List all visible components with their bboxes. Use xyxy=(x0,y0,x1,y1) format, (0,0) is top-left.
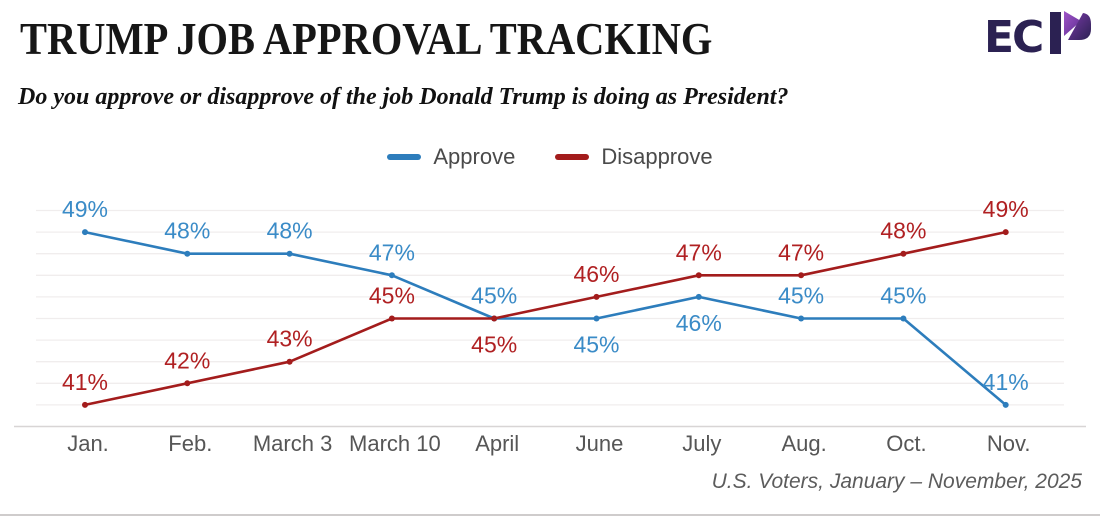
value-label-approve: 47% xyxy=(369,239,415,265)
source-note: U.S. Voters, January – November, 2025 xyxy=(711,470,1082,493)
value-label-approve: 41% xyxy=(983,369,1029,395)
data-point-disapprove xyxy=(695,272,702,279)
data-point-approve xyxy=(82,229,88,236)
x-tick-label: Jan. xyxy=(67,431,109,456)
data-point-approve xyxy=(900,315,907,322)
value-label-disapprove: 46% xyxy=(573,261,619,287)
chart-subtitle-question: Do you approve or disapprove of the job … xyxy=(18,84,789,110)
value-label-approve: 45% xyxy=(471,283,517,309)
value-label-approve: 46% xyxy=(676,310,722,336)
value-label-disapprove: 47% xyxy=(676,239,722,265)
legend: Approve Disapprove xyxy=(0,144,1100,170)
data-point-disapprove xyxy=(286,358,293,365)
value-label-disapprove: 49% xyxy=(983,196,1029,222)
value-label-disapprove: 42% xyxy=(164,347,210,373)
data-point-approve xyxy=(1002,401,1009,408)
data-point-disapprove xyxy=(388,315,395,322)
logo-letters: EC xyxy=(984,12,1042,60)
data-point-disapprove xyxy=(491,315,498,322)
logo-p-glyph xyxy=(1050,11,1091,54)
disapprove-line-swatch xyxy=(555,154,590,160)
legend-label-approve: Approve xyxy=(433,144,516,169)
x-tick-label: June xyxy=(576,431,624,456)
data-point-disapprove xyxy=(1002,229,1009,236)
value-label-approve: 48% xyxy=(164,218,210,244)
value-label-disapprove: 43% xyxy=(267,326,313,352)
value-label-approve: 48% xyxy=(267,218,313,244)
data-point-disapprove xyxy=(593,293,600,300)
data-point-approve xyxy=(695,293,702,300)
value-label-disapprove: 41% xyxy=(62,369,108,395)
data-point-disapprove xyxy=(82,401,88,408)
x-tick-label: March 3 xyxy=(253,431,332,456)
x-tick-label: Feb. xyxy=(168,431,212,456)
value-label-approve: 49% xyxy=(62,196,108,222)
legend-item-disapprove: Disapprove xyxy=(555,144,713,170)
value-label-disapprove: 47% xyxy=(778,239,824,265)
value-label-approve: 45% xyxy=(880,283,926,309)
x-tick-label: July xyxy=(682,431,721,456)
series-line-approve xyxy=(83,230,1008,407)
x-tick-label: Aug. xyxy=(781,431,826,456)
x-tick-label: Oct. xyxy=(886,431,926,456)
value-label-disapprove: 45% xyxy=(471,332,517,358)
data-point-disapprove xyxy=(184,380,191,387)
data-point-approve xyxy=(184,250,191,257)
data-point-disapprove xyxy=(798,272,805,279)
legend-item-approve: Approve xyxy=(387,144,515,170)
series-line-disapprove xyxy=(83,230,1008,407)
page-title: TRUMP JOB APPROVAL TRACKING xyxy=(20,13,713,64)
x-tick-label: April xyxy=(475,431,519,456)
data-point-approve xyxy=(388,272,395,279)
legend-label-disapprove: Disapprove xyxy=(601,144,713,169)
x-tick-label: March 10 xyxy=(349,431,441,456)
data-point-approve xyxy=(286,250,293,257)
data-point-approve xyxy=(798,315,805,322)
data-point-disapprove xyxy=(900,250,907,257)
value-label-disapprove: 45% xyxy=(369,283,415,309)
ecp-logo: EC xyxy=(984,11,1091,60)
x-tick-label: Nov. xyxy=(987,431,1031,456)
value-label-disapprove: 48% xyxy=(880,218,926,244)
data-point-approve xyxy=(593,315,600,322)
value-label-approve: 45% xyxy=(573,332,619,358)
value-label-approve: 45% xyxy=(778,283,824,309)
approve-line-swatch xyxy=(387,154,422,160)
